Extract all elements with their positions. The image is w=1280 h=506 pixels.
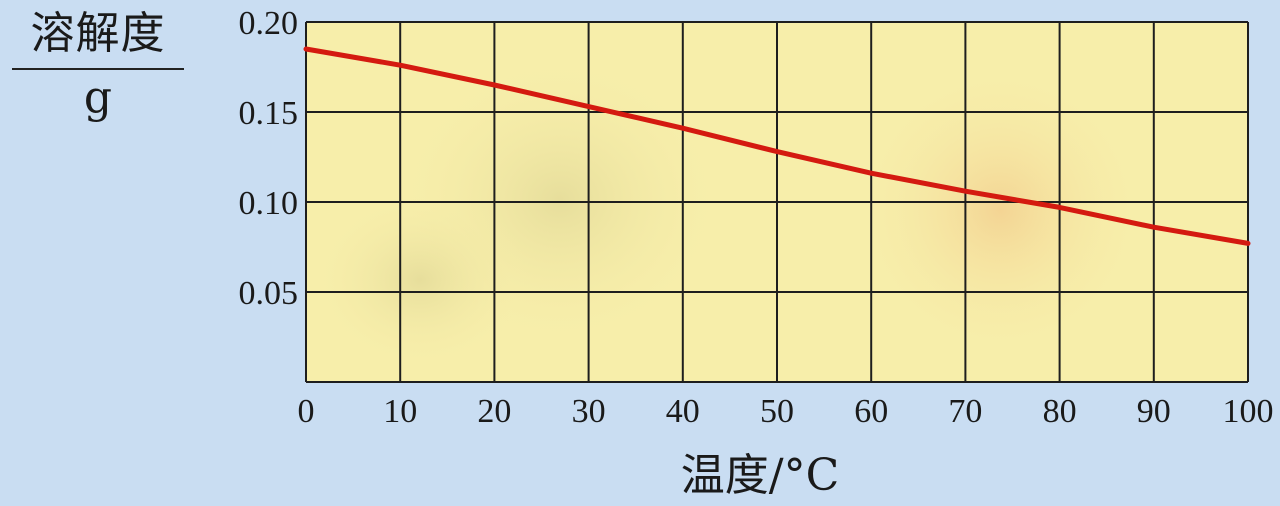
y-tick-label: 0.15	[239, 95, 299, 132]
y-tick-label: 0.05	[239, 275, 299, 312]
x-tick-label: 100	[1223, 393, 1274, 430]
solubility-curve	[303, 46, 1251, 246]
x-tick-label: 0	[298, 393, 315, 430]
y-axis-label-fraction-bar	[12, 68, 184, 70]
x-tick-label: 90	[1137, 393, 1171, 430]
x-tick-label: 70	[948, 393, 982, 430]
x-tick-label: 60	[854, 393, 888, 430]
x-tick-label: 40	[666, 393, 700, 430]
background-shade	[310, 190, 530, 370]
x-tick-label: 10	[383, 393, 417, 430]
y-axis-unit: g	[83, 72, 113, 123]
y-tick-label: 0.20	[239, 5, 299, 42]
background-shade	[850, 60, 1150, 360]
x-axis-label: 温度/°C	[680, 450, 840, 501]
x-tick-label: 50	[760, 393, 794, 430]
x-tick-label: 20	[477, 393, 511, 430]
y-axis-label: 溶解度	[30, 8, 166, 59]
y-tick-label: 0.10	[239, 185, 299, 222]
x-tick-label: 30	[572, 393, 606, 430]
x-tick-label: 80	[1043, 393, 1077, 430]
